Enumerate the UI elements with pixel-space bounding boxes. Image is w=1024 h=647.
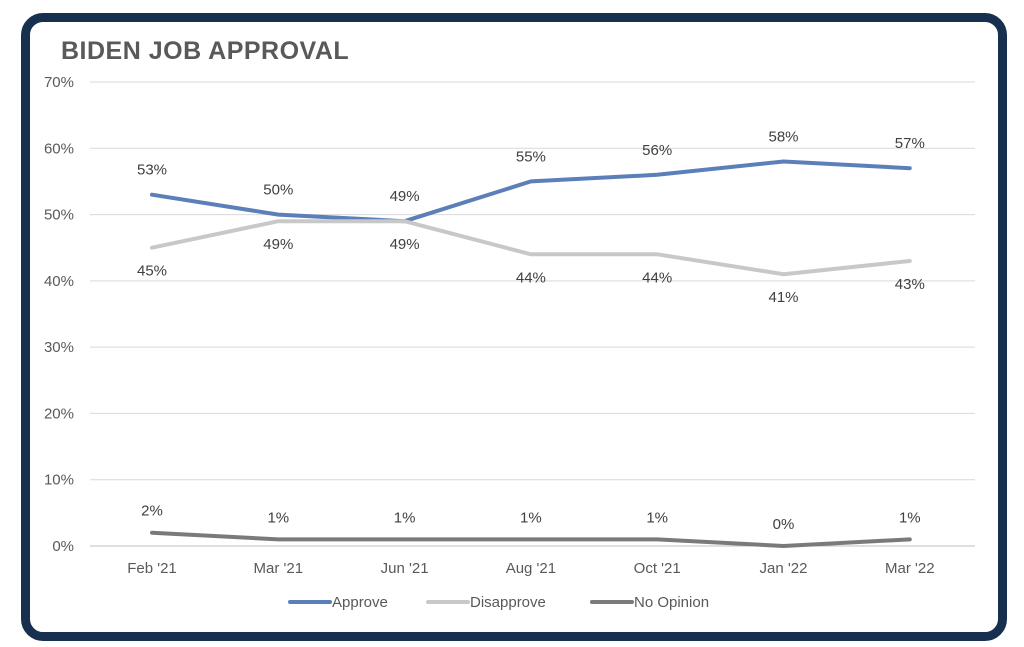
data-labels: 53% 50% 49% 55% 56% 58% 57% 45% 49% 49% 44% 44% 41% 4… (137, 129, 925, 533)
y-tick-label: 40% (44, 273, 74, 290)
data-label-no-opinion: 2% (141, 503, 163, 520)
chart-title: BIDEN JOB APPROVAL (61, 37, 350, 65)
y-tick-label: 10% (44, 472, 74, 489)
x-tick-label: Oct '21 (634, 560, 681, 577)
data-label-disapprove: 41% (768, 289, 798, 306)
y-tick-label: 30% (44, 339, 74, 356)
data-label-no-opinion: 1% (394, 509, 416, 526)
series-lines (150, 159, 912, 548)
legend-label: Approve (332, 594, 388, 611)
data-label-disapprove: 45% (137, 263, 167, 280)
series-line-approve (150, 159, 912, 224)
data-label-approve: 55% (516, 148, 546, 165)
legend: Approve Disapprove No Opinion (288, 594, 709, 611)
data-label-no-opinion: 0% (773, 516, 795, 533)
data-label-approve: 50% (263, 182, 293, 199)
x-tick-label: Jan '22 (760, 560, 808, 577)
legend-item-disapprove: Disapprove (426, 594, 546, 611)
data-label-approve: 57% (895, 135, 925, 152)
y-axis: 0% 10% 20% 30% 40% 50% 60% 70% (44, 74, 74, 555)
x-tick-label: Jun '21 (381, 560, 429, 577)
data-label-disapprove: 44% (516, 269, 546, 286)
data-label-disapprove: 49% (263, 236, 293, 253)
data-label-no-opinion: 1% (899, 509, 921, 526)
legend-item-no-opinion: No Opinion (590, 594, 709, 611)
y-tick-label: 0% (52, 538, 74, 555)
data-label-approve: 49% (390, 188, 420, 205)
legend-label: No Opinion (634, 594, 709, 611)
y-tick-label: 70% (44, 74, 74, 91)
x-tick-label: Aug '21 (506, 560, 556, 577)
data-label-no-opinion: 1% (520, 509, 542, 526)
x-axis: Feb '21 Mar '21 Jun '21 Aug '21 Oct '21 Jan '… (127, 560, 934, 577)
series-line-disapprove (150, 219, 912, 277)
data-label-disapprove: 49% (390, 236, 420, 253)
data-label-no-opinion: 1% (267, 509, 289, 526)
data-label-no-opinion: 1% (646, 509, 668, 526)
data-label-approve: 53% (137, 162, 167, 179)
data-label-approve: 56% (642, 142, 672, 159)
legend-item-approve: Approve (288, 594, 388, 611)
gridlines (90, 81, 975, 547)
data-label-disapprove: 43% (895, 276, 925, 293)
y-tick-label: 60% (44, 140, 74, 157)
data-label-approve: 58% (768, 129, 798, 146)
legend-label: Disapprove (470, 594, 546, 611)
y-tick-label: 20% (44, 405, 74, 422)
x-tick-label: Mar '22 (885, 560, 935, 577)
x-tick-label: Feb '21 (127, 560, 177, 577)
x-tick-label: Mar '21 (254, 560, 304, 577)
series-line-no-opinion (150, 530, 912, 548)
y-tick-label: 50% (44, 207, 74, 224)
data-label-disapprove: 44% (642, 269, 672, 286)
